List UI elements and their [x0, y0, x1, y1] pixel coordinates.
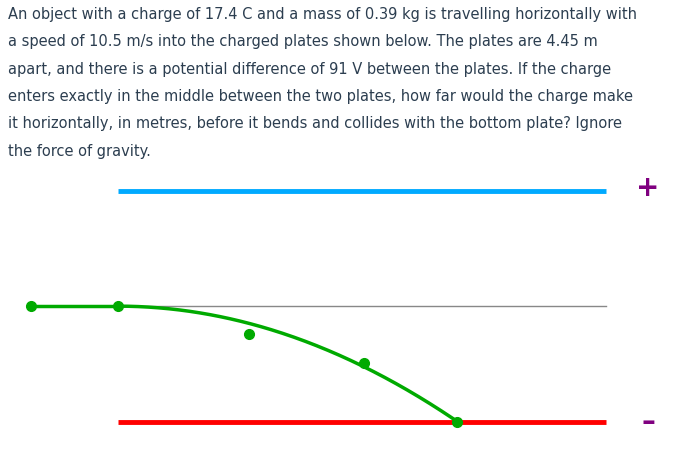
Text: An object with a charge of 17.4 C and a mass of 0.39 kg is travelling horizontal: An object with a charge of 17.4 C and a … — [8, 7, 638, 22]
Text: +: + — [636, 174, 660, 203]
Text: a speed of 10.5 m/s into the charged plates shown below. The plates are 4.45 m: a speed of 10.5 m/s into the charged pla… — [8, 34, 598, 49]
Text: it horizontally, in metres, before it bends and collides with the bottom plate? : it horizontally, in metres, before it be… — [8, 116, 622, 131]
Text: enters exactly in the middle between the two plates, how far would the charge ma: enters exactly in the middle between the… — [8, 89, 633, 104]
Text: apart, and there is a potential difference of 91 V between the plates. If the ch: apart, and there is a potential differen… — [8, 62, 611, 77]
Text: the force of gravity.: the force of gravity. — [8, 144, 151, 159]
Text: –: – — [641, 407, 655, 436]
